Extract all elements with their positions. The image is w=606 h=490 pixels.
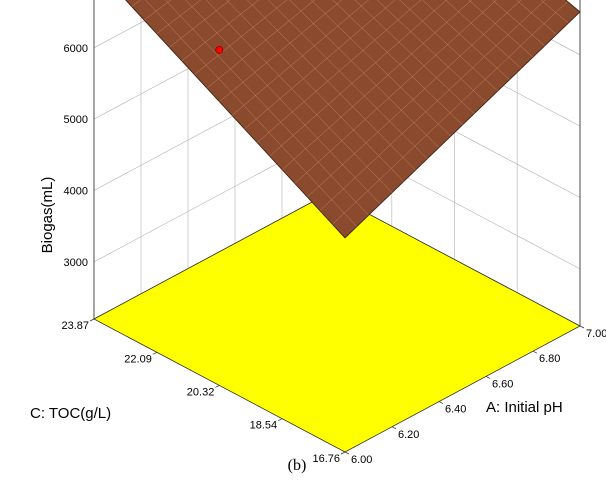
x-tick-label: 6.20 [398, 429, 419, 441]
surface-mesh-toc-10 [219, 0, 343, 102]
x-tick-mark [391, 426, 397, 430]
surface-mesh-ph-14 [422, 0, 510, 80]
y-tick-label: 16.76 [312, 453, 340, 465]
y-tick-mark [278, 418, 283, 422]
x-tick-label: 6.00 [351, 454, 372, 466]
z-tick-label: 3000 [64, 257, 88, 269]
surface-mesh-toc-14 [169, 0, 231, 48]
surface-fill [125, 0, 581, 239]
surface-mesh-ph-13 [399, 0, 498, 92]
surface-mesh-toc-11 [206, 0, 315, 89]
y-tick-mark [215, 385, 220, 388]
y-tick-mark [340, 451, 346, 455]
z-axis-title: Biogas(mL) [39, 177, 56, 254]
x-tick-mark [532, 350, 538, 354]
y-tick-label: 22.09 [124, 353, 152, 365]
y-axis-title: C: TOC(g/L) [30, 405, 111, 422]
x-tick-mark [485, 376, 491, 379]
x-tick-label: 6.40 [445, 404, 466, 416]
y-tick-mark [152, 351, 157, 355]
z-tick-label: 5000 [64, 114, 88, 126]
surface-mesh-ph-16 [468, 0, 534, 58]
x-tick-mark [344, 451, 350, 455]
x-tick-mark [438, 401, 444, 404]
x-axis-title: A: Initial pH [486, 399, 563, 416]
x-tick-label: 6.80 [539, 353, 560, 365]
surface-mesh-ph-15 [445, 0, 522, 69]
surface-mesh-toc-13 [181, 0, 260, 62]
surface-mesh-toc-15 [156, 0, 202, 34]
z-tick-label: 4000 [64, 186, 88, 198]
y-tick-label: 18.54 [250, 420, 278, 432]
figure-caption: (b) [288, 457, 307, 474]
surface-mesh-ph-11 [354, 0, 475, 114]
y-tick-label: 20.32 [187, 386, 215, 398]
surface-mesh-toc-12 [194, 0, 288, 75]
y-tick-label: 23.87 [61, 320, 89, 332]
surface-mesh-ph-12 [376, 0, 487, 103]
y-tick-mark [89, 318, 95, 322]
x-tick-label: 7.00 [586, 328, 606, 340]
x-tick-mark [579, 325, 585, 329]
design-points [215, 46, 224, 54]
z-tick-label: 6000 [64, 43, 88, 55]
response-surface [125, 0, 581, 239]
surface-mesh-ph-17 [492, 0, 545, 46]
x-tick-label: 6.60 [492, 378, 513, 390]
tick-labels: 3000400050006000700080006.006.206.406.60… [61, 43, 606, 466]
design-point-1 [215, 46, 224, 54]
